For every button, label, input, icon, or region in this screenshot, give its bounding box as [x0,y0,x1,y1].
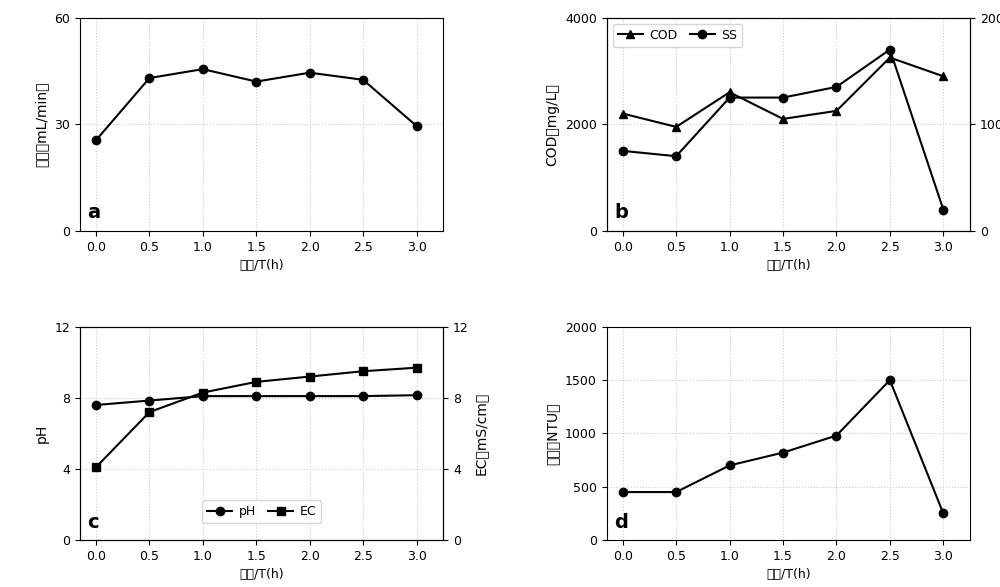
SS [937,206,949,213]
X-axis label: 时间/T(h): 时间/T(h) [239,568,284,581]
COD [777,116,789,123]
SS [830,83,842,90]
EC [411,364,423,371]
EC [250,379,262,386]
X-axis label: 时间/T(h): 时间/T(h) [239,259,284,272]
EC [304,373,316,380]
Line: COD: COD [619,53,947,131]
Text: a: a [87,203,100,222]
SS [724,94,736,101]
SS [884,46,896,53]
EC [197,389,209,396]
pH [304,393,316,400]
EC [143,409,155,416]
Y-axis label: COD（mg/L）: COD（mg/L） [546,83,560,166]
X-axis label: 时间/T(h): 时间/T(h) [766,259,811,272]
X-axis label: 时间/T(h): 时间/T(h) [766,568,811,581]
Legend: COD, SS: COD, SS [613,24,742,47]
Y-axis label: EC（mS/cm）: EC（mS/cm） [474,392,488,475]
Text: b: b [614,203,628,222]
Y-axis label: 浊度（NTU）: 浊度（NTU） [546,402,560,465]
Line: EC: EC [92,363,421,471]
EC [357,367,369,375]
COD [617,110,629,117]
Y-axis label: pH: pH [35,424,49,443]
pH [197,393,209,400]
pH [143,397,155,404]
pH [250,393,262,400]
COD [830,107,842,114]
Line: SS: SS [619,45,947,214]
pH [411,392,423,399]
Y-axis label: 流量（mL/min）: 流量（mL/min） [35,82,49,167]
pH [357,393,369,400]
COD [884,54,896,61]
COD [724,89,736,96]
SS [777,94,789,101]
SS [670,153,682,160]
pH [90,402,102,409]
Text: d: d [614,512,628,531]
EC [90,464,102,471]
COD [937,73,949,80]
Line: pH: pH [92,391,421,409]
Text: c: c [87,512,99,531]
SS [617,147,629,154]
COD [670,123,682,130]
Legend: pH, EC: pH, EC [202,500,321,523]
